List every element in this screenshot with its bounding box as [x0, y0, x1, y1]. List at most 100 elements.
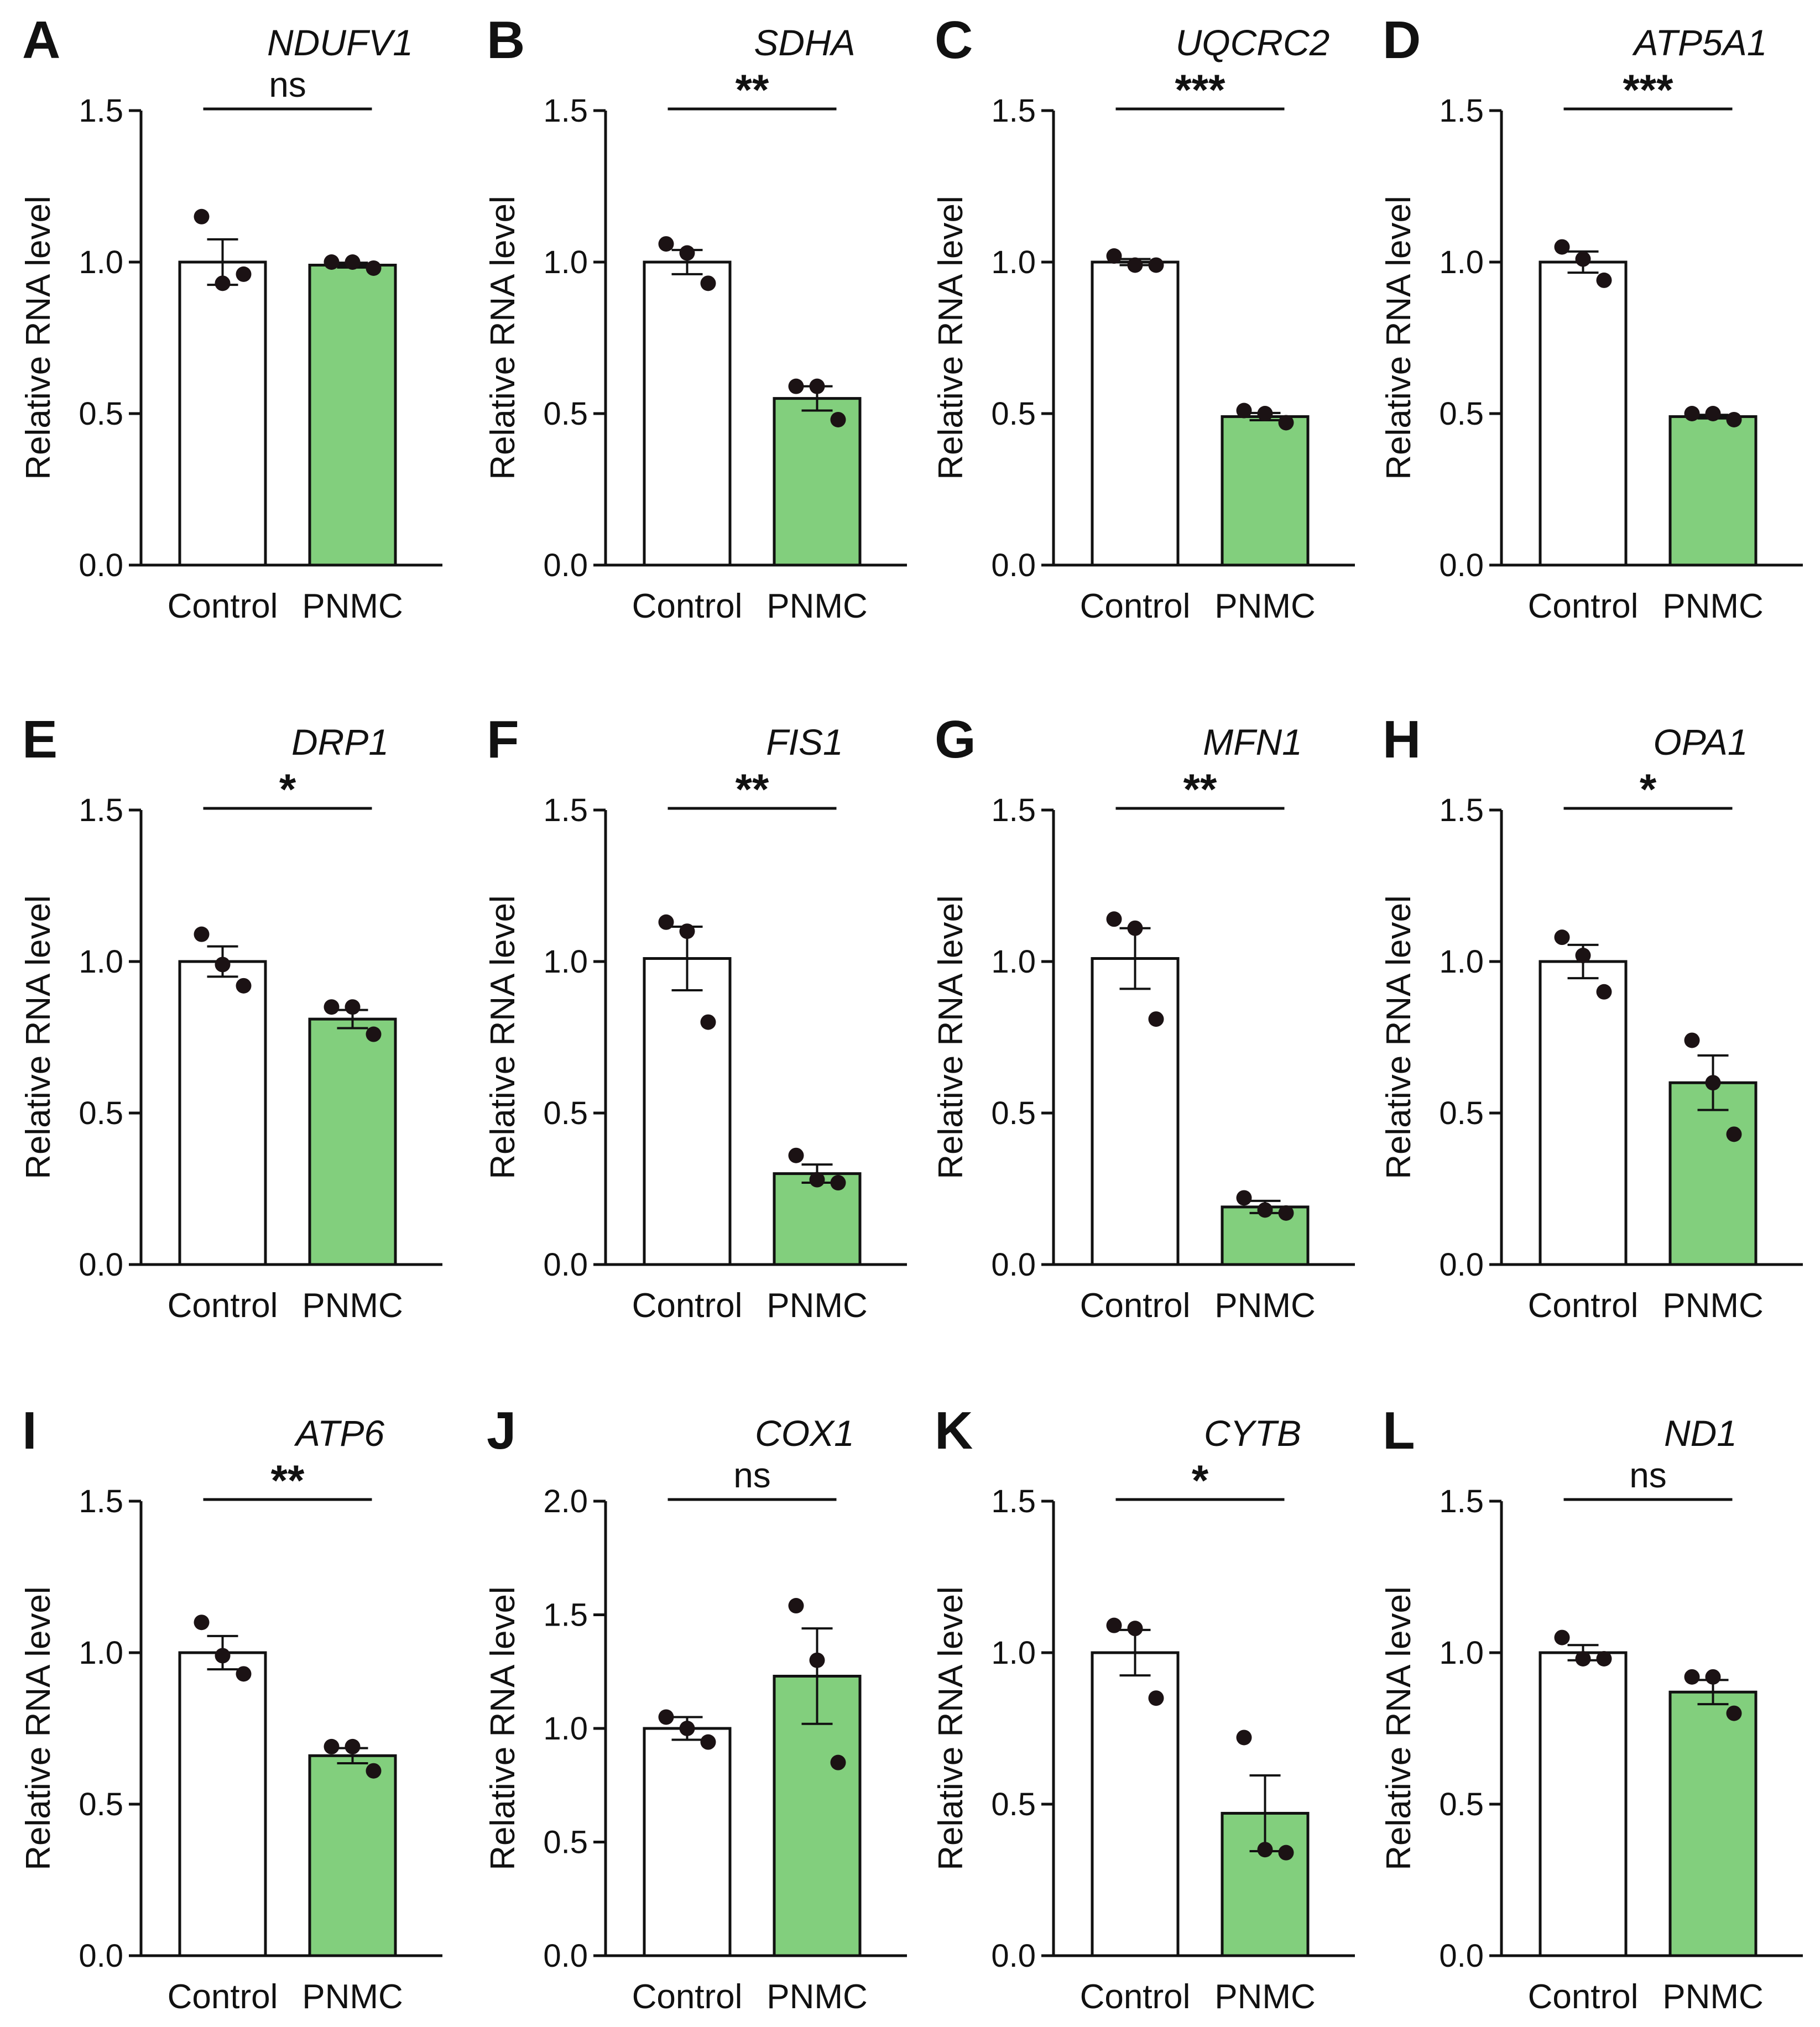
y-tick-label: 0.0	[991, 547, 1036, 583]
data-point	[1554, 239, 1570, 255]
y-tick-label: 0.0	[1439, 1938, 1484, 1974]
x-category-label: Control	[632, 587, 743, 625]
data-point	[1575, 251, 1591, 267]
chart-panel-e: E DRP1 0.0 0.5 1.0 1.5 Relative RNA level Contr…	[19, 710, 442, 1325]
y-tick-label: 1.5	[543, 1597, 588, 1633]
significance-label: **	[1183, 765, 1217, 813]
panel-letter: B	[487, 11, 525, 70]
bar-pnmc	[773, 397, 862, 567]
data-point	[324, 254, 340, 270]
y-axis-label: Relative RNA level	[484, 895, 522, 1179]
data-point	[1726, 411, 1742, 427]
y-tick-label: 0.5	[543, 1095, 588, 1131]
x-category-label: PNMC	[766, 1287, 868, 1325]
x-category-label: PNMC	[1662, 1978, 1764, 2016]
chart-panel-l: L ND1 0.0 0.5 1.0 1.5 Relative RNA level Contro…	[1380, 1401, 1803, 2016]
y-tick-label: 0.0	[1439, 547, 1484, 583]
chart-title: ATP5A1	[1632, 22, 1767, 63]
y-tick-label: 1.0	[79, 1635, 123, 1671]
panel-letter: K	[935, 1401, 973, 1460]
y-tick-label: 1.5	[1439, 93, 1484, 129]
y-axis-label: Relative RNA level	[484, 196, 522, 479]
chart-title: FIS1	[766, 722, 843, 762]
panel-letter: J	[487, 1401, 516, 1460]
data-point	[1127, 1621, 1143, 1637]
data-point	[236, 266, 252, 282]
data-point	[1684, 1032, 1700, 1048]
data-point	[679, 1721, 695, 1736]
chart-title: UQCRC2	[1176, 22, 1330, 63]
y-tick-label: 1.0	[79, 944, 123, 980]
bar-pnmc	[1668, 415, 1758, 567]
significance-label: *	[279, 765, 296, 813]
y-tick-label: 0.5	[79, 396, 123, 432]
y-tick-label: 1.5	[79, 93, 123, 129]
data-point	[809, 1172, 825, 1188]
y-tick-label: 0.5	[991, 396, 1036, 432]
data-point	[345, 254, 361, 270]
data-point	[1684, 406, 1700, 421]
x-category-label: PNMC	[766, 1978, 868, 2016]
x-category-label: Control	[632, 1978, 743, 2016]
y-tick-label: 1.5	[79, 1483, 123, 1519]
y-tick-label: 0.5	[1439, 1786, 1484, 1822]
y-tick-label: 0.5	[543, 396, 588, 432]
data-point	[1148, 1690, 1164, 1706]
bar-pnmc	[308, 263, 397, 567]
bar-control	[643, 1727, 732, 1957]
x-category-label: PNMC	[766, 587, 868, 625]
bar-control	[178, 1651, 267, 1957]
bar-control	[1539, 260, 1628, 567]
bar-control	[1091, 260, 1180, 567]
y-tick-label: 0.0	[79, 547, 123, 583]
x-category-label: PNMC	[1214, 1978, 1316, 2016]
data-point	[324, 1738, 340, 1754]
chart-title: ATP6	[294, 1413, 384, 1454]
chart-panel-k: K CYTB 0.0 0.5 1.0 1.5 Relative RNA level Contr…	[932, 1401, 1355, 2016]
y-tick-label: 0.5	[991, 1786, 1036, 1822]
chart-title: NDUFV1	[267, 22, 413, 63]
bar-pnmc	[1668, 1081, 1758, 1266]
significance-label: **	[736, 65, 769, 114]
panel-letter: C	[935, 11, 973, 70]
significance-label: *	[1192, 1456, 1209, 1504]
data-point	[658, 1709, 674, 1725]
data-point	[1257, 406, 1273, 421]
data-point	[830, 1754, 846, 1770]
chart-title: SDHA	[754, 22, 855, 63]
data-point	[700, 275, 716, 291]
panel-letter: L	[1383, 1401, 1415, 1460]
chart-panel-c: C UQCRC2 0.0 0.5 1.0 1.5 Relative RNA level Con…	[932, 11, 1355, 625]
y-axis-label: Relative RNA level	[1380, 895, 1418, 1179]
y-tick-label: 1.0	[1439, 944, 1484, 980]
data-point	[1575, 1650, 1591, 1666]
data-point	[700, 1734, 716, 1750]
x-category-label: PNMC	[1214, 1287, 1316, 1325]
data-point	[194, 926, 210, 942]
x-category-label: Control	[168, 587, 278, 625]
chart-title: ND1	[1664, 1413, 1737, 1454]
data-point	[788, 1598, 804, 1614]
significance-label: ns	[1629, 1455, 1667, 1495]
chart-title: OPA1	[1653, 722, 1748, 762]
y-tick-label: 0.5	[991, 1095, 1036, 1131]
data-point	[215, 957, 231, 973]
x-category-label: PNMC	[302, 1287, 403, 1325]
bar-pnmc	[1221, 1205, 1310, 1266]
y-tick-label: 0.0	[79, 1247, 123, 1283]
y-tick-label: 1.5	[1439, 792, 1484, 828]
y-tick-label: 1.0	[991, 944, 1036, 980]
y-axis-label: Relative RNA level	[19, 196, 58, 479]
chart-title: COX1	[755, 1413, 854, 1454]
data-point	[1257, 1202, 1273, 1218]
y-tick-label: 1.0	[991, 1635, 1036, 1671]
bar-control	[1091, 1651, 1180, 1957]
bar-control	[643, 260, 732, 567]
chart-title: DRP1	[291, 722, 389, 762]
significance-label: ***	[1175, 65, 1225, 114]
data-point	[830, 1175, 846, 1191]
y-tick-label: 1.5	[543, 792, 588, 828]
y-axis-label: Relative RNA level	[932, 1586, 970, 1870]
y-tick-label: 1.0	[1439, 1635, 1484, 1671]
